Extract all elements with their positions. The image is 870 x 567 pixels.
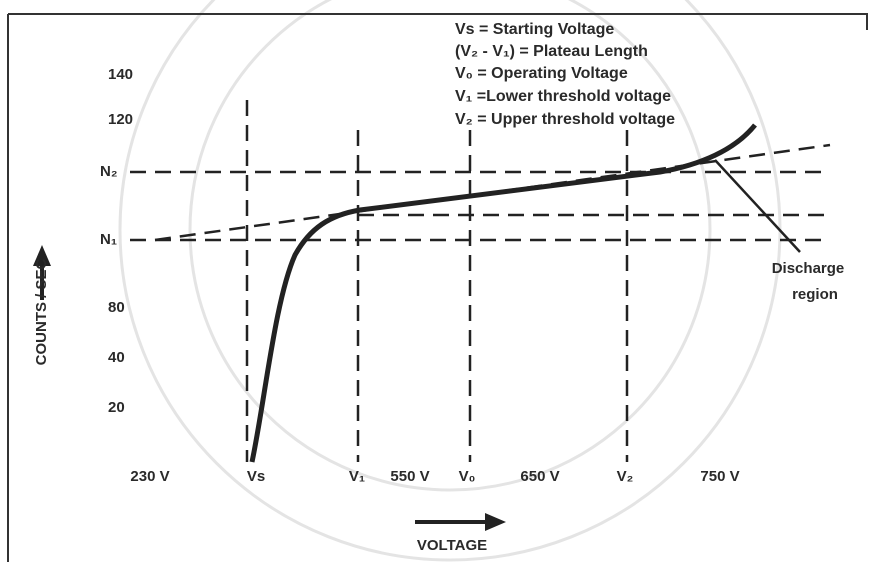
y-label: 120 xyxy=(108,111,133,128)
x-label: 230 V xyxy=(130,468,169,485)
y-label: N₁ xyxy=(100,231,117,248)
pointer xyxy=(715,160,800,252)
curve xyxy=(252,125,755,462)
x-label: Vs xyxy=(247,468,265,485)
annotation: Discharge xyxy=(772,260,845,277)
y-label: 40 xyxy=(108,349,125,366)
x-label: V₂ xyxy=(617,468,634,485)
legend-item: V₂ = Upper threshold voltage xyxy=(455,111,675,128)
x-label: 550 V xyxy=(390,468,429,485)
y-label: 140 xyxy=(108,66,133,83)
x-label: V₁ xyxy=(349,468,365,485)
legend-item: (V₂ - V₁) = Plateau Length xyxy=(455,43,648,60)
y-axis-title: COUNTS / SEC xyxy=(33,258,50,365)
x-arrow xyxy=(415,513,506,531)
watermark xyxy=(120,0,780,560)
y-label: N₂ xyxy=(100,163,118,180)
x-axis-title: VOLTAGE xyxy=(417,537,487,554)
diagram: Vs = Starting Voltage (V₂ - V₁) = Platea… xyxy=(0,0,870,562)
x-label: V₀ xyxy=(459,468,476,485)
guides xyxy=(130,100,830,462)
legend: Vs = Starting Voltage (V₂ - V₁) = Platea… xyxy=(455,21,675,128)
y-label: 20 xyxy=(108,399,125,416)
annotation: region xyxy=(792,286,838,303)
legend-item: V₁ =Lower threshold voltage xyxy=(455,88,671,105)
legend-item: Vs = Starting Voltage xyxy=(455,21,614,38)
page: { "legend": [ "Vs = Starting Voltage", "… xyxy=(0,0,870,562)
y-label: 80 xyxy=(108,299,125,316)
y-labels: 140 120 N₂ N₁ 80 40 20 xyxy=(100,66,133,416)
legend-item: V₀ = Operating Voltage xyxy=(455,65,628,82)
x-labels: 230 V Vs V₁ 550 V V₀ 650 V V₂ 750 V xyxy=(130,468,739,485)
x-label: 750 V xyxy=(700,468,739,485)
x-label: 650 V xyxy=(520,468,559,485)
